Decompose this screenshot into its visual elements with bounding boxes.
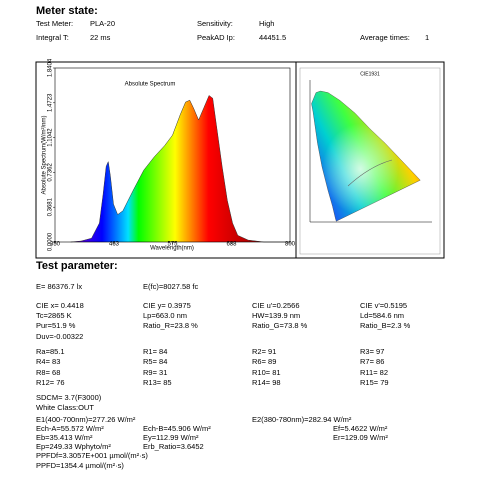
parameter: R11= 82 <box>360 368 388 377</box>
spectrum-title: Absolute Spectrum <box>125 82 176 88</box>
parameter: SDCM= 3.7(F3000) <box>36 393 102 402</box>
cie-diagram: CIE1931 <box>299 67 441 255</box>
field-label: Test Meter: <box>36 19 73 28</box>
parameter: R12= 76 <box>36 378 65 387</box>
field-label: Average times: <box>360 33 410 42</box>
parameter: Ratio_B=2.3 % <box>360 321 411 330</box>
parameter: Tc=2865 K <box>36 311 72 320</box>
planckian-locus <box>347 159 393 187</box>
header-title: Meter state: <box>36 5 98 17</box>
parameter: HW=139.9 nm <box>252 311 300 320</box>
parameter: Ech-B=45.906 W/m² <box>143 424 211 433</box>
parameter: R15= 79 <box>360 378 389 387</box>
x-tick-label: 463 <box>109 242 120 248</box>
parameter: Ey=112.99 W/m² <box>143 433 199 442</box>
parameter: Eb=35.413 W/m² <box>36 433 93 442</box>
parameter: R3= 97 <box>360 347 384 356</box>
x-axis-label: Wavelength(nm) <box>150 246 194 252</box>
parameter: R7= 86 <box>360 357 384 366</box>
parameter: E1(400-700nm)=277.26 W/m² <box>36 415 136 424</box>
spectrum-line <box>70 95 290 243</box>
parameter: R5= 84 <box>143 357 167 366</box>
parameter: White Class:OUT <box>36 403 94 412</box>
field-value: 1 <box>425 33 429 42</box>
parameter: Lp=663.0 nm <box>143 311 187 320</box>
parameter: R13= 85 <box>143 378 172 387</box>
parameter: R6= 89 <box>252 357 276 366</box>
y-tick-label: 0.7362 <box>48 163 54 182</box>
field-value: 44451.5 <box>259 33 286 42</box>
parameter: Ld=584.6 nm <box>360 311 404 320</box>
field-value: High <box>259 19 274 28</box>
parameter: CIE x= 0.4418 <box>36 301 84 310</box>
parameter: R4= 83 <box>36 357 60 366</box>
spectrum-chart: Absolute Spectrum Wavelength(nm) Absolut… <box>42 58 296 251</box>
x-tick-label: 688 <box>227 242 238 248</box>
parameter: Er=129.09 W/m² <box>333 433 388 442</box>
parameter: Erb_Ratio=3.6452 <box>143 442 204 451</box>
y-axis-label: Absolute Spectrum(W/m²/nm) <box>42 115 48 194</box>
y-tick-label: 1.8404 <box>48 58 54 77</box>
cie-title: CIE1931 <box>360 71 380 77</box>
parameter: Pur=51.9 % <box>36 321 76 330</box>
y-tick-label: 0.0000 <box>48 232 54 251</box>
parameter: Ratio_G=73.8 % <box>252 321 308 330</box>
parameter: Ra=85.1 <box>36 347 65 356</box>
parameter: Duv=-0.00322 <box>36 332 83 341</box>
parameter: Ef=5.4622 W/m² <box>333 424 388 433</box>
y-tick-label: 1.4723 <box>48 93 54 112</box>
field-value: 22 ms <box>90 33 111 42</box>
parameter: R1= 84 <box>143 347 167 356</box>
parameter: E2(380-780nm)=282.94 W/m² <box>252 415 352 424</box>
cie-whitepoint-glow <box>311 91 421 222</box>
parameter: PPFDf=3.3057E+001 µmol/(m²·s) <box>36 451 148 460</box>
x-tick-label: 350 <box>50 242 61 248</box>
field-label: Sensitivity: <box>197 19 233 28</box>
cie-frame <box>299 67 441 255</box>
parameter: Ep=249.33 Wphyto/m² <box>36 442 111 451</box>
parameter: PPFD=1354.4 µmol/(m²·s) <box>36 461 124 470</box>
parameter: Ratio_R=23.8 % <box>143 321 198 330</box>
field-label: Integral T: <box>36 33 69 42</box>
section-title: Test parameter: <box>36 260 118 272</box>
y-tick-label: 1.1042 <box>48 128 54 147</box>
parameter: CIE y= 0.3975 <box>143 301 191 310</box>
chart-frame <box>35 61 445 259</box>
parameter: CIE v'=0.5195 <box>360 301 407 310</box>
parameter: E(fc)=8027.58 fc <box>143 282 198 291</box>
parameter: E= 86376.7 lx <box>36 282 82 291</box>
parameter: R9= 31 <box>143 368 167 377</box>
field-label: PeakAD Ip: <box>197 33 235 42</box>
parameter: R2= 91 <box>252 347 276 356</box>
spectrum-area <box>70 95 291 242</box>
x-tick-label: 800 <box>285 242 296 248</box>
field-value: PLA-20 <box>90 19 115 28</box>
parameter: R14= 98 <box>252 378 281 387</box>
parameter: R10= 81 <box>252 368 281 377</box>
parameter: CIE u'=0.2566 <box>252 301 300 310</box>
x-tick-label: 575 <box>167 242 178 248</box>
parameter: Ech-A=55.572 W/m² <box>36 424 104 433</box>
parameter: R8= 68 <box>36 368 60 377</box>
parameters: E= 86376.7 lx E(fc)=8027.58 fc CIE x= 0.44… <box>36 282 411 470</box>
y-tick-label: 0.3681 <box>48 197 54 216</box>
